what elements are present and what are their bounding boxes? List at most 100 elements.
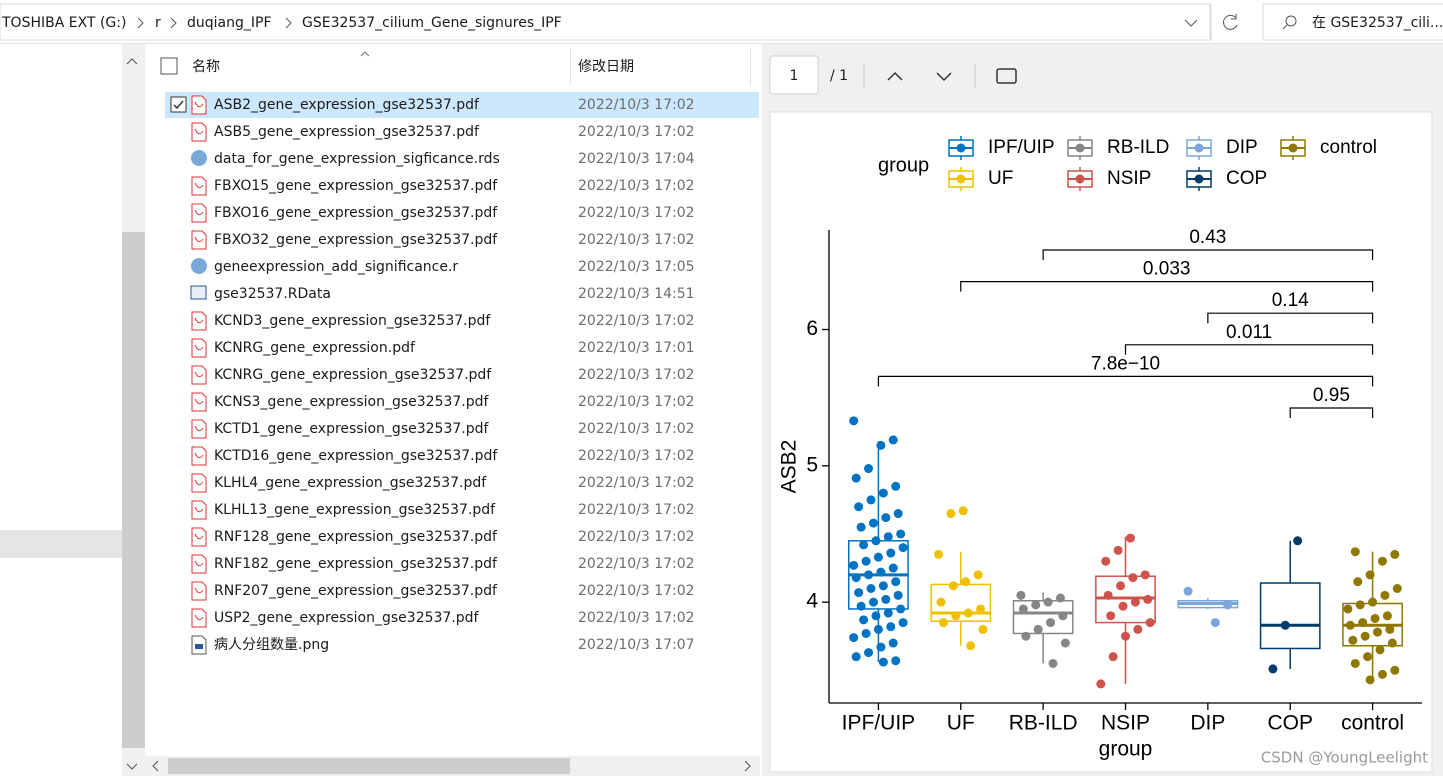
point (976, 604, 986, 614)
select-all-checkbox[interactable] (160, 57, 178, 75)
point (1116, 581, 1126, 591)
point (934, 549, 944, 559)
file-date[interactable]: 2022/10/3 17:02 (578, 556, 695, 572)
pdf-icon-mark (194, 209, 204, 216)
file-name[interactable]: KCNRG_gene_expression.pdf (214, 340, 416, 356)
file-name[interactable]: KCNS3_gene_expression_gse32537.pdf (214, 394, 490, 410)
nav-scroll-thumb[interactable] (122, 232, 145, 748)
search-icon (1282, 24, 1288, 30)
legend-label: DIP (1226, 137, 1258, 158)
file-name[interactable]: geneexpression_add_significance.r (214, 259, 458, 275)
legend-label: UF (988, 168, 1013, 189)
point (958, 506, 968, 516)
file-name[interactable]: RNF128_gene_expression_gse32537.pdf (214, 529, 498, 545)
file-date[interactable]: 2022/10/3 17:02 (578, 583, 695, 599)
file-date[interactable]: 2022/10/3 17:02 (578, 232, 695, 248)
box (1259, 582, 1321, 650)
file-date[interactable]: 2022/10/3 17:02 (578, 529, 695, 545)
crumb[interactable]: TOSHIBA EXT (G:) (1, 15, 126, 31)
file-name[interactable]: ASB5_gene_expression_gse32537.pdf (214, 124, 480, 140)
next-page[interactable] (936, 72, 952, 82)
search-box[interactable] (1262, 3, 1443, 41)
file-name[interactable]: ASB2_gene_expression_gse32537.pdf (214, 97, 480, 113)
pdf-icon (191, 95, 207, 115)
file-date[interactable]: 2022/10/3 17:02 (578, 448, 695, 464)
crumb[interactable]: r (155, 15, 161, 31)
point (876, 567, 886, 577)
point (1060, 638, 1070, 648)
address-box[interactable] (0, 3, 1211, 41)
point (1143, 594, 1153, 604)
refresh-button[interactable] (1223, 14, 1238, 30)
file-name[interactable]: FBXO32_gene_expression_gse32537.pdf (214, 232, 498, 248)
file-date[interactable]: 2022/10/3 17:02 (578, 313, 695, 329)
page-number[interactable]: 1 (790, 68, 799, 84)
point (1268, 664, 1278, 674)
scroll-down[interactable] (126, 763, 138, 770)
search-placeholder[interactable]: 在 GSE32537_cili... (1312, 15, 1443, 31)
row-checkbox[interactable] (170, 96, 187, 113)
scroll-up[interactable] (126, 58, 138, 65)
file-name[interactable]: 病人分组数量.png (214, 637, 329, 653)
file-name[interactable]: USP2_gene_expression_gse32537.pdf (214, 610, 480, 626)
pdf-icon (191, 446, 207, 466)
column-header[interactable]: 名称 (192, 59, 220, 75)
column-header[interactable]: 修改日期 (578, 59, 634, 75)
file-name[interactable]: KCND3_gene_expression_gse32537.pdf (214, 313, 491, 329)
file-name[interactable]: KCTD16_gene_expression_gse32537.pdf (214, 448, 498, 464)
file-date[interactable]: 2022/10/3 17:01 (578, 340, 695, 356)
file-name[interactable]: gse32537.RData (214, 286, 331, 302)
h-scroll-thumb[interactable] (168, 758, 570, 774)
y-axis-label: ASB2 (778, 440, 801, 494)
file-name[interactable]: KCNRG_gene_expression_gse32537.pdf (214, 367, 492, 383)
file-date[interactable]: 2022/10/3 17:04 (578, 151, 695, 167)
point (898, 618, 908, 628)
file-date[interactable]: 2022/10/3 17:02 (578, 178, 695, 194)
file-name[interactable]: FBXO16_gene_expression_gse32537.pdf (214, 205, 498, 221)
pdf-icon (191, 230, 207, 250)
point (963, 608, 973, 618)
file-date[interactable]: 2022/10/3 14:51 (578, 286, 695, 302)
file-date[interactable]: 2022/10/3 17:02 (578, 475, 695, 491)
file-date[interactable]: 2022/10/3 17:02 (578, 421, 695, 437)
file-date[interactable]: 2022/10/3 17:02 (578, 124, 695, 140)
crumb[interactable]: GSE32537_cilium_Gene_signures_IPF (302, 15, 562, 31)
scroll-left[interactable] (152, 760, 159, 772)
file-name[interactable]: FBXO15_gene_expression_gse32537.pdf (214, 178, 498, 194)
pdf-icon (191, 554, 207, 574)
crumb[interactable]: duqiang_IPF (187, 15, 272, 31)
file-date[interactable]: 2022/10/3 17:02 (578, 205, 695, 221)
file-date[interactable]: 2022/10/3 17:02 (578, 502, 695, 518)
page-input[interactable] (769, 55, 819, 95)
file-name[interactable]: RNF182_gene_expression_gse32537.pdf (214, 556, 498, 572)
file-name[interactable]: KCTD1_gene_expression_gse32537.pdf (214, 421, 489, 437)
file-name[interactable]: KLHL13_gene_expression_gse32537.pdf (214, 502, 496, 518)
file-date[interactable]: 2022/10/3 17:02 (578, 367, 695, 383)
selected-row[interactable] (165, 92, 759, 118)
point (849, 416, 859, 426)
point (866, 583, 876, 593)
file-date[interactable]: 2022/10/3 17:02 (578, 394, 695, 410)
nav-selected[interactable] (0, 530, 122, 558)
point (1046, 618, 1056, 628)
pdf-icon (191, 338, 207, 358)
fit-page[interactable] (996, 68, 1017, 84)
scroll-right[interactable] (744, 760, 751, 772)
file-name[interactable]: data_for_gene_expression_sigficance.rds (214, 151, 500, 167)
x-tick-label: UF (947, 712, 975, 735)
pdf-page (769, 111, 1433, 773)
point (1350, 658, 1360, 668)
point (1390, 665, 1400, 675)
x-tick-label: NSIP (1101, 712, 1150, 735)
file-date[interactable]: 2022/10/3 17:02 (578, 97, 695, 113)
file-name[interactable]: KLHL4_gene_expression_gse32537.pdf (214, 475, 487, 491)
file-name[interactable]: RNF207_gene_expression_gse32537.pdf (214, 583, 498, 599)
file-date[interactable]: 2022/10/3 17:02 (578, 610, 695, 626)
file-date[interactable]: 2022/10/3 17:07 (578, 637, 695, 653)
point (868, 518, 878, 528)
legend-key-dot (1194, 174, 1204, 184)
file-date[interactable]: 2022/10/3 17:05 (578, 259, 695, 275)
prev-page[interactable] (887, 71, 903, 81)
history-dropdown[interactable] (1184, 19, 1198, 27)
